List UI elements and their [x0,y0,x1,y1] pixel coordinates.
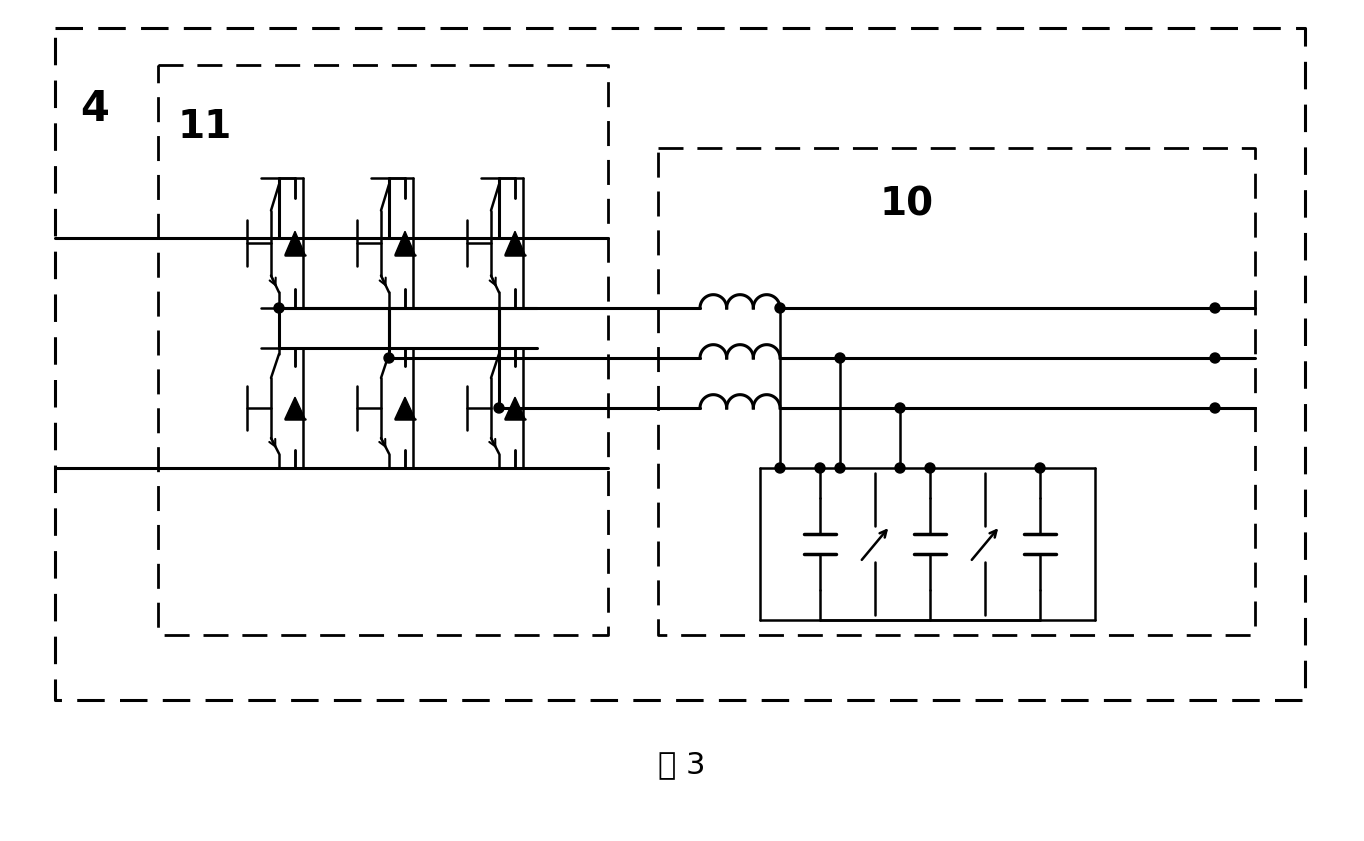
Circle shape [925,463,934,473]
Polygon shape [505,231,525,255]
Polygon shape [285,231,306,255]
Circle shape [895,463,904,473]
Polygon shape [505,397,525,419]
Circle shape [494,403,505,413]
Polygon shape [396,231,415,255]
Polygon shape [396,397,415,419]
Circle shape [1210,353,1219,363]
Circle shape [775,463,786,473]
Circle shape [274,303,284,313]
Circle shape [1210,403,1219,413]
Circle shape [816,463,825,473]
Text: 10: 10 [880,185,934,223]
Polygon shape [285,397,306,419]
Circle shape [1210,303,1219,313]
Circle shape [835,463,846,473]
Text: 图 3: 图 3 [659,750,705,780]
Circle shape [895,403,904,413]
Circle shape [1035,463,1045,473]
Text: 11: 11 [177,108,232,146]
Circle shape [775,303,786,313]
Circle shape [835,353,846,363]
Circle shape [385,353,394,363]
Text: 4: 4 [80,88,109,130]
